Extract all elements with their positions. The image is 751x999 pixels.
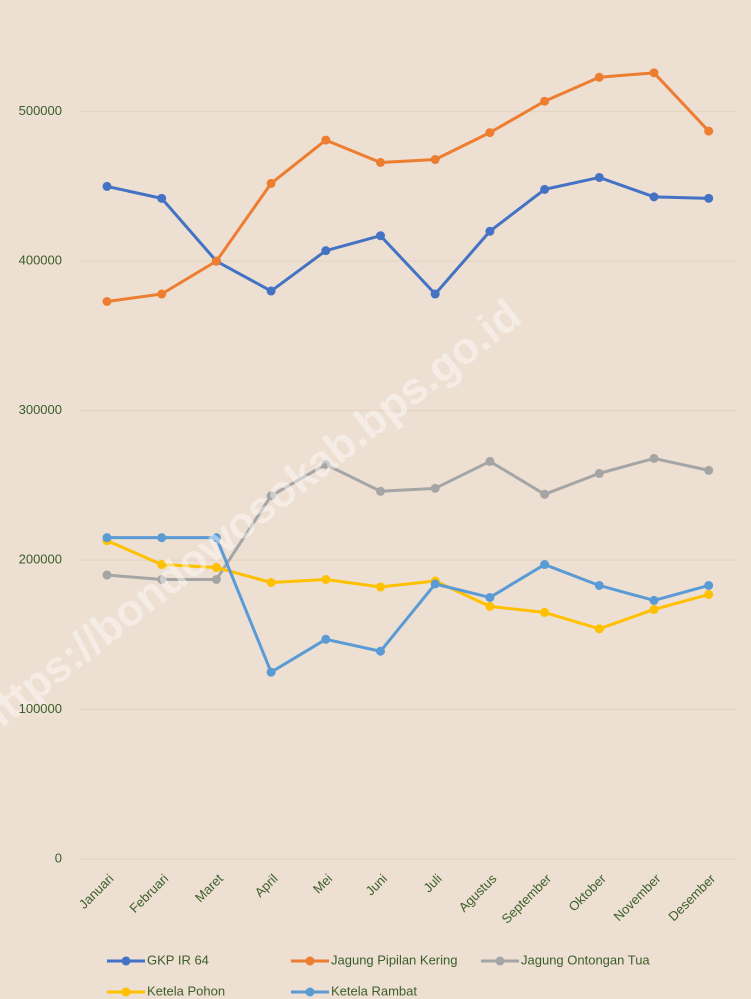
- series-marker: [594, 72, 604, 82]
- y-tick-label: 400000: [19, 253, 62, 268]
- y-tick-label: 200000: [19, 552, 62, 567]
- series-marker: [485, 592, 495, 602]
- series-marker: [157, 193, 167, 203]
- plot: [102, 68, 714, 677]
- legend-label: Ketela Pohon: [147, 983, 225, 998]
- series-marker: [376, 486, 385, 496]
- series-marker: [594, 468, 604, 478]
- series-marker: [157, 289, 167, 299]
- series-marker: [430, 289, 440, 299]
- series-marker: [211, 575, 221, 585]
- series-line: [107, 536, 710, 674]
- series-marker: [211, 563, 221, 573]
- y-tick-label: 0: [55, 850, 62, 865]
- series-marker: [376, 231, 385, 241]
- series-marker: [540, 489, 550, 499]
- legend-marker: [121, 987, 131, 997]
- series-marker: [211, 533, 221, 543]
- y-tick-label: 300000: [19, 402, 62, 417]
- series-marker: [266, 286, 276, 296]
- series-marker: [321, 246, 331, 256]
- series-marker: [594, 624, 604, 634]
- legend-label: Jagung Ontongan Tua: [521, 952, 650, 967]
- legend-label: GKP IR 64: [147, 952, 209, 967]
- series-marker: [704, 580, 714, 590]
- series-marker: [376, 646, 385, 656]
- series-marker: [157, 575, 167, 585]
- series-marker: [649, 604, 659, 614]
- series-marker: [321, 135, 331, 145]
- y-tick-label: 500000: [19, 103, 62, 118]
- series-marker: [430, 579, 440, 589]
- series-marker: [266, 667, 276, 677]
- series-marker: [594, 580, 604, 590]
- series-marker: [540, 560, 550, 570]
- series-line: [106, 175, 709, 296]
- series-marker: [649, 595, 659, 605]
- series-marker: [102, 533, 112, 543]
- y-tick-label: 100000: [19, 701, 62, 716]
- series-marker: [704, 193, 714, 203]
- series-marker: [485, 456, 495, 466]
- series-line: [106, 456, 710, 582]
- series-marker: [485, 128, 495, 138]
- series-marker: [485, 226, 495, 236]
- series-marker: [649, 192, 659, 202]
- series-marker: [211, 256, 221, 266]
- series-marker: [157, 533, 167, 543]
- series-marker: [321, 634, 331, 644]
- series-marker: [102, 181, 112, 191]
- grid: [80, 111, 737, 860]
- series-marker: [704, 465, 714, 475]
- series-marker: [321, 459, 331, 469]
- series-marker: [102, 296, 112, 306]
- series-marker: [321, 575, 331, 585]
- series-marker: [266, 577, 276, 587]
- series-line: [106, 71, 710, 303]
- series-marker: [376, 582, 385, 592]
- series-marker: [540, 184, 550, 194]
- series-marker: [649, 453, 659, 463]
- series-marker: [376, 157, 385, 167]
- legend-marker: [121, 956, 131, 966]
- series-marker: [704, 589, 714, 599]
- series-marker: [594, 172, 604, 182]
- series-marker: [704, 126, 714, 136]
- series-marker: [266, 178, 276, 188]
- series-marker: [430, 483, 440, 493]
- series-marker: [430, 155, 440, 165]
- legend-label: Ketela Rambat: [331, 983, 417, 998]
- series-marker: [157, 560, 167, 570]
- series-marker: [102, 570, 112, 580]
- series-marker: [485, 601, 495, 611]
- series-marker: [266, 491, 276, 501]
- legend-marker: [495, 956, 505, 966]
- legend-marker: [305, 956, 315, 966]
- series-line: [106, 539, 710, 631]
- series-marker: [649, 68, 659, 78]
- series-marker: [540, 607, 550, 617]
- legend-marker: [305, 987, 315, 997]
- legend-label: Jagung Pipilan Kering: [331, 952, 457, 967]
- series-marker: [540, 96, 550, 106]
